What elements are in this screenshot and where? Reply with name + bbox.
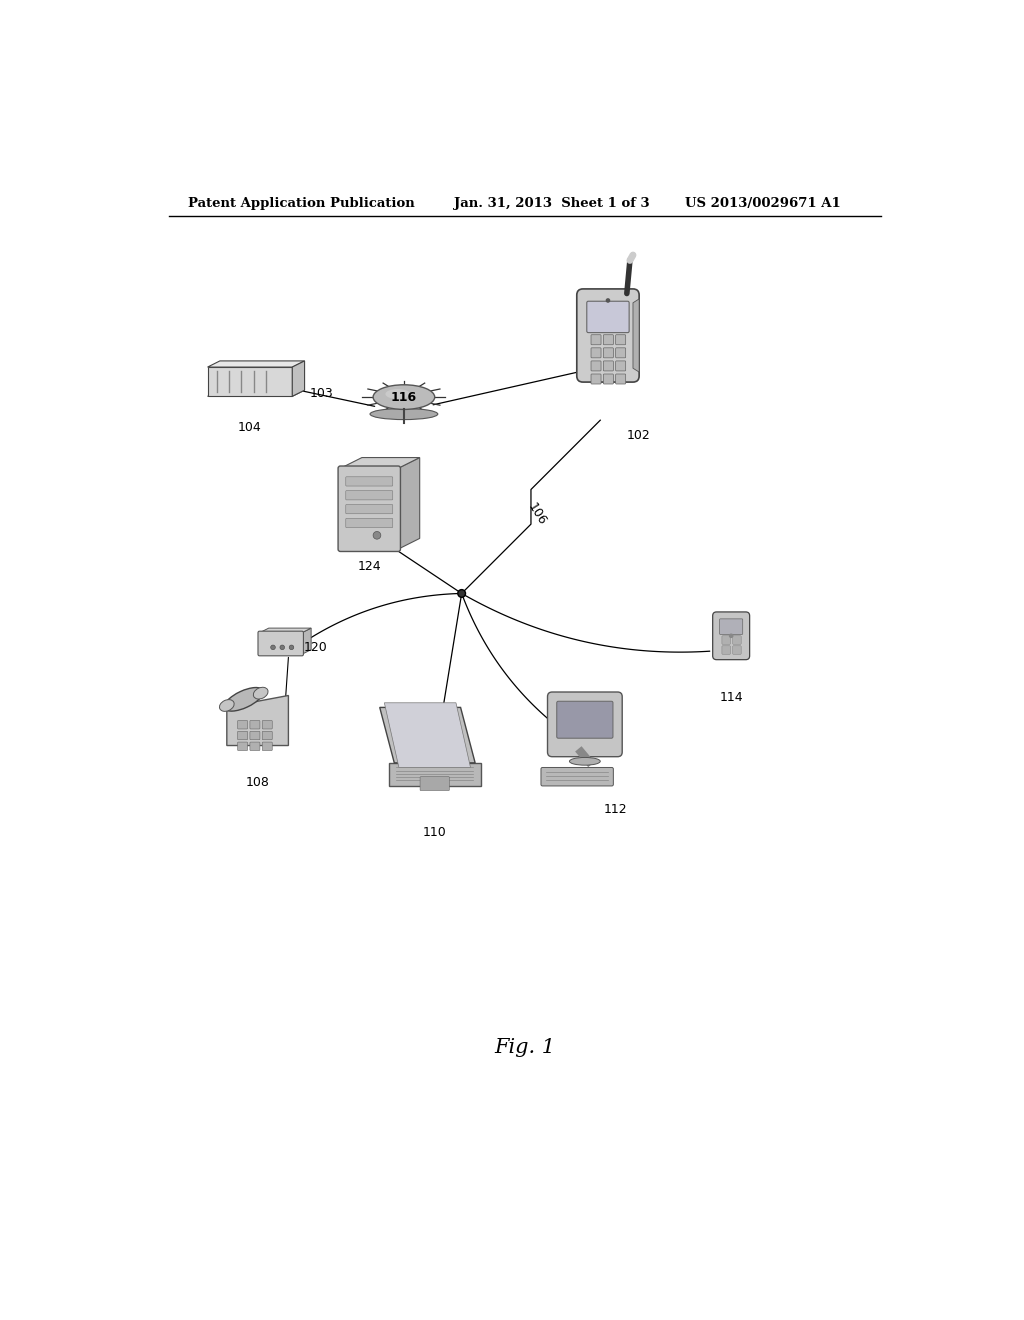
Polygon shape xyxy=(340,458,420,469)
FancyBboxPatch shape xyxy=(262,742,272,751)
Circle shape xyxy=(729,634,733,638)
FancyBboxPatch shape xyxy=(713,612,750,660)
Text: US 2013/0029671 A1: US 2013/0029671 A1 xyxy=(685,197,841,210)
Ellipse shape xyxy=(373,385,435,409)
Text: 102: 102 xyxy=(627,429,650,442)
FancyBboxPatch shape xyxy=(238,731,248,739)
Text: Jan. 31, 2013  Sheet 1 of 3: Jan. 31, 2013 Sheet 1 of 3 xyxy=(454,197,649,210)
FancyBboxPatch shape xyxy=(615,360,626,371)
FancyBboxPatch shape xyxy=(733,636,741,644)
Text: Fig. 1: Fig. 1 xyxy=(495,1039,555,1057)
FancyBboxPatch shape xyxy=(250,721,260,729)
FancyBboxPatch shape xyxy=(722,645,730,655)
Polygon shape xyxy=(384,702,470,767)
FancyBboxPatch shape xyxy=(733,645,741,655)
Text: 110: 110 xyxy=(423,825,446,838)
FancyBboxPatch shape xyxy=(346,519,393,528)
FancyBboxPatch shape xyxy=(346,491,393,500)
FancyBboxPatch shape xyxy=(603,360,613,371)
Polygon shape xyxy=(259,628,311,632)
FancyBboxPatch shape xyxy=(346,477,393,486)
Text: 106: 106 xyxy=(525,500,549,528)
FancyBboxPatch shape xyxy=(591,335,601,345)
Polygon shape xyxy=(208,360,304,367)
Text: 120: 120 xyxy=(304,640,328,653)
Ellipse shape xyxy=(385,389,410,399)
FancyBboxPatch shape xyxy=(591,348,601,358)
Text: 108: 108 xyxy=(246,776,269,788)
Ellipse shape xyxy=(219,700,234,711)
FancyBboxPatch shape xyxy=(557,701,613,738)
Polygon shape xyxy=(380,708,475,763)
Text: 124: 124 xyxy=(357,560,381,573)
FancyBboxPatch shape xyxy=(420,776,450,791)
FancyBboxPatch shape xyxy=(587,301,629,333)
Circle shape xyxy=(458,590,466,597)
FancyBboxPatch shape xyxy=(338,466,400,552)
FancyBboxPatch shape xyxy=(720,619,742,635)
Ellipse shape xyxy=(370,408,438,420)
Polygon shape xyxy=(398,458,420,549)
Polygon shape xyxy=(633,298,639,372)
Circle shape xyxy=(280,645,285,649)
FancyBboxPatch shape xyxy=(603,374,613,384)
Polygon shape xyxy=(226,696,289,746)
Polygon shape xyxy=(292,360,304,396)
Ellipse shape xyxy=(224,688,263,711)
Ellipse shape xyxy=(569,758,600,766)
Circle shape xyxy=(270,645,275,649)
FancyBboxPatch shape xyxy=(591,360,601,371)
FancyBboxPatch shape xyxy=(603,348,613,358)
Text: 114: 114 xyxy=(719,690,743,704)
FancyBboxPatch shape xyxy=(548,692,623,756)
Text: 104: 104 xyxy=(238,421,262,434)
FancyBboxPatch shape xyxy=(591,374,601,384)
Polygon shape xyxy=(208,391,304,396)
FancyBboxPatch shape xyxy=(238,721,248,729)
FancyBboxPatch shape xyxy=(615,348,626,358)
FancyBboxPatch shape xyxy=(541,767,613,785)
Circle shape xyxy=(289,645,294,649)
Text: 112: 112 xyxy=(604,803,628,816)
Ellipse shape xyxy=(253,688,268,700)
FancyBboxPatch shape xyxy=(250,742,260,751)
FancyBboxPatch shape xyxy=(258,631,303,656)
FancyBboxPatch shape xyxy=(603,335,613,345)
FancyBboxPatch shape xyxy=(250,731,260,739)
FancyBboxPatch shape xyxy=(615,374,626,384)
FancyBboxPatch shape xyxy=(238,742,248,751)
Polygon shape xyxy=(388,763,481,785)
Text: Patent Application Publication: Patent Application Publication xyxy=(188,197,415,210)
Text: 103: 103 xyxy=(309,387,334,400)
FancyBboxPatch shape xyxy=(262,731,272,739)
Polygon shape xyxy=(208,367,292,396)
Circle shape xyxy=(605,298,610,302)
FancyBboxPatch shape xyxy=(262,721,272,729)
Circle shape xyxy=(373,532,381,539)
Text: 116: 116 xyxy=(391,391,417,404)
FancyBboxPatch shape xyxy=(615,335,626,345)
FancyBboxPatch shape xyxy=(722,636,730,644)
FancyBboxPatch shape xyxy=(346,504,393,513)
FancyBboxPatch shape xyxy=(577,289,639,381)
Polygon shape xyxy=(302,628,311,655)
